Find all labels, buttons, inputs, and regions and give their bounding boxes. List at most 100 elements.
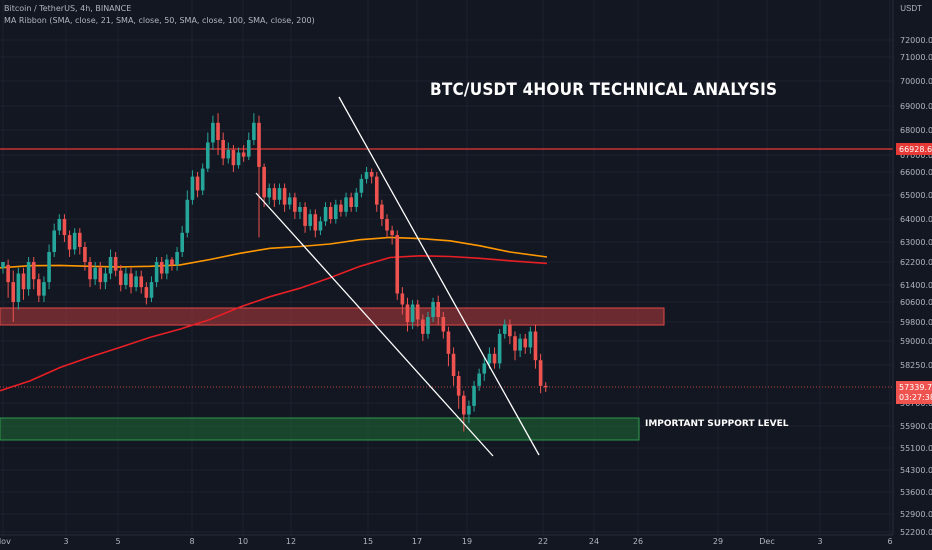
y-tick-label: 72000.00 xyxy=(900,36,932,45)
y-tick-label: 68000.00 xyxy=(900,126,932,135)
candle-body xyxy=(492,353,497,364)
x-tick-label: 26 xyxy=(633,537,643,546)
candle-body xyxy=(11,282,16,302)
candle-body xyxy=(277,188,282,200)
candle-body xyxy=(149,282,154,298)
candle-body xyxy=(334,204,338,219)
candle-body xyxy=(446,331,451,354)
candle-body xyxy=(139,276,144,288)
candle-body xyxy=(436,302,440,317)
candle-body xyxy=(451,353,456,377)
candle-body xyxy=(108,257,113,274)
candle-body xyxy=(170,259,174,265)
y-tick-label: 53600.00 xyxy=(900,488,932,497)
y-tick-label: 66000.00 xyxy=(900,168,932,177)
y-tick-label: 70000.00 xyxy=(900,77,932,86)
candle-body xyxy=(385,219,389,231)
x-tick-label: 15 xyxy=(363,537,373,546)
current-price-label: 57339.76 xyxy=(899,383,932,392)
x-tick-label: 8 xyxy=(189,537,194,546)
candle-body xyxy=(287,197,292,205)
resistance-price-tag xyxy=(896,143,932,155)
candle-body xyxy=(415,304,420,320)
ma-200-line xyxy=(0,254,548,392)
y-tick-label: 59000.00 xyxy=(900,337,932,346)
resistance-price-label: 66928.68 xyxy=(899,145,932,154)
candle-body xyxy=(134,276,138,288)
candle-body xyxy=(129,273,133,288)
x-tick-label: 5 xyxy=(115,537,120,546)
candle-body xyxy=(83,247,87,262)
candle-body xyxy=(497,333,502,364)
x-tick-label: 12 xyxy=(286,537,296,546)
candle-body xyxy=(1,262,5,268)
candle-body xyxy=(190,176,195,200)
y-tick-label: 64000.00 xyxy=(900,215,932,224)
candle-body xyxy=(364,172,369,179)
candle-body xyxy=(528,331,533,348)
candle-body xyxy=(538,360,543,386)
candle-body xyxy=(421,319,425,334)
y-tick-label: 55900.00 xyxy=(900,422,932,431)
lower-trendline xyxy=(255,192,494,457)
analysis-title: BTC/USDT 4HOUR TECHNICAL ANALYSIS xyxy=(430,80,778,100)
candle-body xyxy=(262,166,266,198)
candle-body xyxy=(456,376,461,396)
support-zone xyxy=(0,417,640,441)
candle-body xyxy=(211,122,215,143)
candle-body xyxy=(159,262,164,274)
candle-body xyxy=(272,188,277,200)
x-tick-label: 3 xyxy=(817,537,822,546)
candle-body xyxy=(431,302,435,317)
candle-body xyxy=(339,204,343,212)
candle-body xyxy=(6,264,10,283)
candle-body xyxy=(282,188,287,205)
candle-body xyxy=(405,304,410,322)
candle-body xyxy=(390,230,394,236)
y-tick-label: 52200.00 xyxy=(900,528,932,537)
upper-trendline xyxy=(338,96,540,456)
y-tick-label: 69000.00 xyxy=(900,102,932,111)
candle-body xyxy=(523,338,528,348)
candle-body xyxy=(482,363,487,374)
quote-currency: USDT xyxy=(900,4,922,13)
candle-body xyxy=(154,262,159,283)
candle-body xyxy=(441,317,446,332)
y-tick-label: 71000.00 xyxy=(900,53,932,62)
candle-body xyxy=(62,219,67,236)
y-tick-label: 62200.00 xyxy=(900,258,932,267)
candle-body xyxy=(246,140,251,157)
candle-body xyxy=(293,197,297,212)
candle-body xyxy=(543,385,548,388)
y-tick-label: 59800.00 xyxy=(900,318,932,327)
candle-body xyxy=(72,232,77,250)
support-level-label: IMPORTANT SUPPORT LEVEL xyxy=(645,419,789,429)
x-tick-label: 22 xyxy=(538,537,548,546)
candle-body xyxy=(344,197,348,212)
candle-body xyxy=(257,122,261,167)
countdown-timer-label: 03:27:38 xyxy=(899,393,932,402)
resistance-zone xyxy=(0,307,665,326)
candle-body xyxy=(533,331,538,361)
candle-body xyxy=(226,150,231,159)
candle-body xyxy=(518,338,522,351)
candle-body xyxy=(395,235,400,294)
candle-body xyxy=(195,176,200,191)
candle-body xyxy=(231,150,236,166)
y-tick-label: 52900.00 xyxy=(900,510,932,519)
candle-body xyxy=(118,270,123,285)
y-tick-label: 63000.00 xyxy=(900,238,932,247)
current-price-tag xyxy=(896,381,932,404)
indicator-info: MA Ribbon (SMA, close, 21, SMA, close, 5… xyxy=(4,16,315,25)
candle-body xyxy=(185,199,190,233)
candle-body xyxy=(467,405,471,415)
symbol-info: Bitcoin / TetherUS, 4h, BINANCE xyxy=(4,4,132,13)
candle-body xyxy=(267,188,272,198)
x-tick-label: 17 xyxy=(412,537,422,546)
candle-body xyxy=(400,293,405,305)
candle-body xyxy=(67,235,72,250)
candle-body xyxy=(313,214,318,231)
candle-body xyxy=(165,259,169,274)
candle-body xyxy=(113,257,118,271)
